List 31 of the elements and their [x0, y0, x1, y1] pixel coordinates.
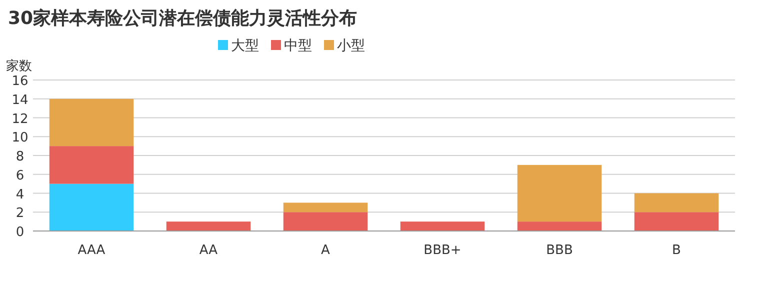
y-axis-title: 家数 — [6, 58, 32, 74]
y-tick-label: 4 — [16, 187, 24, 202]
y-tick-label: 6 — [16, 168, 24, 184]
y-tick-label: 12 — [12, 112, 28, 127]
x-tick-label: B — [672, 243, 681, 258]
bar — [634, 193, 719, 212]
bar — [166, 222, 251, 231]
x-tick-label: BBB — [546, 243, 573, 258]
bar — [517, 164, 602, 222]
chart-title: 30家样本寿险公司潜在偿债能力灵活性分布 — [8, 8, 358, 29]
bar — [517, 222, 602, 231]
y-tick-label: 2 — [16, 206, 24, 222]
x-tick-label: BBB+ — [424, 243, 462, 258]
x-tick-label: AA — [199, 243, 218, 258]
y-tick-label: 0 — [16, 225, 24, 240]
y-tick-label: 8 — [16, 150, 24, 164]
legend-label: 大型 — [231, 38, 259, 54]
bar — [49, 184, 134, 231]
legend-label: 中型 — [284, 38, 312, 54]
legend-label: 小型 — [337, 38, 365, 54]
bar — [49, 146, 134, 184]
y-tick-label: 14 — [12, 92, 28, 108]
bar — [49, 98, 134, 146]
x-tick-label: AAA — [78, 243, 106, 258]
y-tick-label: 16 — [12, 74, 28, 89]
bar — [283, 212, 368, 231]
bar — [283, 202, 368, 212]
x-tick-label: A — [321, 243, 330, 258]
bar — [400, 222, 485, 231]
bar — [634, 212, 719, 231]
y-tick-label: 10 — [12, 130, 28, 146]
